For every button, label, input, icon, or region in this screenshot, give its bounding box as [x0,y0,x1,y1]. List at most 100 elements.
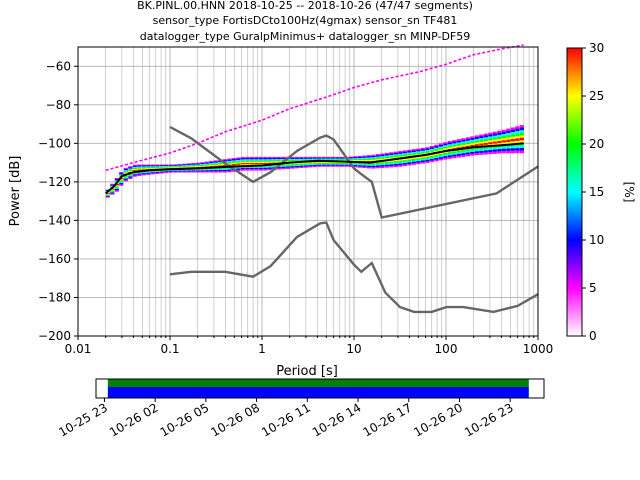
time-tick-label: 10-26 17 [361,400,415,439]
density-cell [393,162,398,165]
density-cell [443,148,448,151]
density-cell [443,151,448,154]
density-cell [110,183,115,186]
density-cell [245,158,250,160]
density-cell [452,156,457,159]
density-cell [353,156,358,158]
density-cell [434,149,439,151]
density-cell [254,167,259,170]
density-cell [357,155,362,158]
density-cell [389,163,394,165]
density-cell [492,139,497,142]
density-cell [299,166,304,169]
density-cell [434,156,439,159]
density-cell [114,188,119,191]
density-cell [465,138,470,141]
density-cell [164,170,169,172]
density-cell [429,147,434,150]
density-cell [227,163,232,165]
density-cell [258,166,263,169]
density-cell [128,175,133,177]
density-cell [141,167,146,169]
density-cell [506,137,511,140]
density-cell [429,156,434,158]
data-coverage-timeline [107,379,529,398]
density-cell [312,158,317,160]
density-cell [222,159,227,161]
density-cell [209,163,214,165]
density-cell [132,174,137,176]
model-line [169,221,539,314]
density-cell [416,152,421,155]
density-cell [497,134,502,138]
density-cell [308,158,313,160]
density-cell [411,161,416,164]
density-cell [483,152,488,155]
density-cell [335,157,340,159]
density-cell [488,148,493,151]
density-cell [461,138,466,141]
density-cell [326,157,331,159]
density-cell [321,165,326,167]
density-cell [114,184,119,186]
density-cell [411,158,416,161]
density-cell [119,174,124,176]
density-cell [339,162,344,165]
density-cell [447,147,452,150]
density-cell [245,156,250,159]
density-cell [204,163,209,165]
density-cell [393,157,398,159]
density-cell [438,158,443,161]
density-cell [515,145,520,149]
density-cell [105,195,110,197]
density-cell [200,170,205,172]
density-cell [191,163,196,166]
density-cell [164,172,169,174]
density-cell [483,133,488,136]
density-cell [402,161,407,164]
density-cell [389,152,394,154]
density-cell [141,174,146,176]
density-cell [510,132,515,135]
density-cell [371,167,376,169]
density-cell [294,157,299,160]
density-cell [474,144,479,147]
density-cell [506,150,511,154]
density-cell [258,161,263,164]
density-cell [366,163,371,165]
density-cell [195,169,200,171]
density-cell [123,168,128,171]
density-cell [213,160,218,162]
density-cell [254,156,259,159]
density-cell [132,173,137,175]
density-cell [416,156,421,159]
density-cell [128,174,133,176]
density-cell [236,169,241,172]
density-cell [294,158,299,161]
density-cell [479,141,484,144]
density-cell [236,163,241,166]
density-cell [506,139,511,143]
y-tick-label: −180 [38,290,71,304]
density-cell [362,155,367,157]
density-cell [371,165,376,168]
density-cell [438,152,443,155]
density-cell [285,167,290,169]
density-cell [236,168,241,171]
density-cell [200,164,205,167]
density-cell [191,164,196,166]
density-cell [168,171,173,173]
density-cell [236,161,241,163]
density-cell [488,138,493,141]
density-cell [105,196,110,198]
density-cell [141,164,146,166]
density-cell [276,161,281,163]
density-cell [263,162,268,165]
density-cell [371,164,376,167]
density-cell [330,156,335,158]
density-cell [497,149,502,152]
density-cell [384,152,389,155]
density-cell [326,163,331,166]
density-cell [299,157,304,160]
density-cell [249,159,254,161]
